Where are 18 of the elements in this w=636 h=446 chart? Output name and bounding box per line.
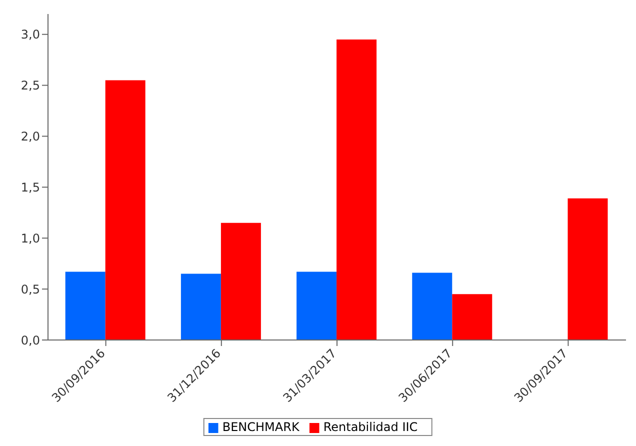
y-tick-label: 1,0 (20, 231, 40, 246)
bar (180, 274, 221, 340)
bar (336, 39, 377, 340)
legend-label: Rentabilidad IIC (323, 420, 418, 434)
y-tick-label: 0,5 (20, 282, 40, 296)
y-tick-label: 1,5 (20, 180, 40, 194)
bar (296, 272, 337, 340)
bar (65, 272, 106, 340)
y-tick-label: 2,5 (20, 78, 40, 93)
bar (568, 198, 608, 340)
bar (452, 294, 492, 340)
bar (220, 222, 261, 340)
y-tick-label: 3,0 (20, 28, 40, 42)
y-tick-label: 2,0 (20, 130, 40, 144)
bar (105, 80, 146, 340)
bar (412, 272, 452, 340)
legend-label: BENCHMARK (222, 420, 300, 434)
y-tick-label: 0,0 (20, 333, 40, 348)
